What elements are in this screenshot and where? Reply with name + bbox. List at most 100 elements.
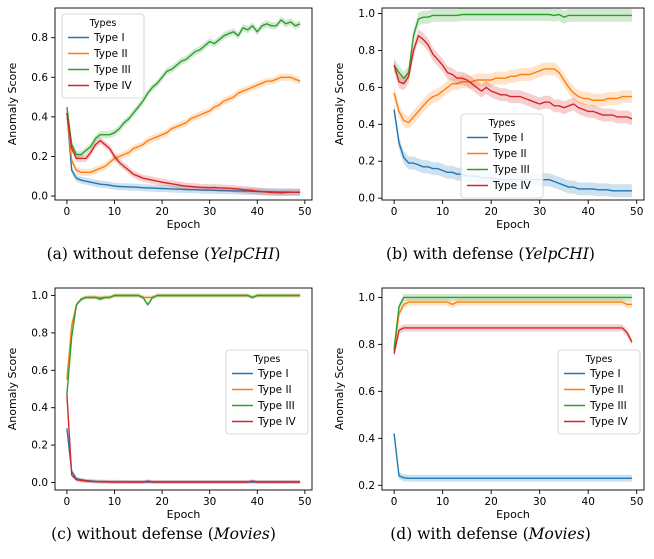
x-tick-label: 20 (155, 206, 168, 218)
y-tick-label: 0.8 (358, 45, 375, 57)
x-axis-label: Epoch (167, 218, 201, 231)
x-tick-label: 0 (391, 206, 398, 218)
series-band-type2 (394, 62, 632, 129)
series-band-type1 (66, 426, 301, 484)
y-tick-label: 1.0 (358, 8, 375, 20)
series-line-type4 (393, 35, 633, 120)
legend-item-label: Type I (589, 368, 621, 380)
chart-panel-c: 0 10 20 30 40 50 0.0 0.2 0.4 0.6 0.8 1.0 Epoch Anomal… (0, 280, 327, 559)
series-line-type2 (393, 301, 632, 352)
x-tick-label: 30 (203, 496, 216, 508)
y-tick-label: 0.0 (358, 193, 375, 205)
chart-b-svg: 0 10 20 30 40 50 0.0 0.2 0.4 0.6 0.8 1.0 Epoch Anomal… (333, 7, 645, 231)
x-tick-label: 10 (108, 496, 121, 508)
y-tick-label: 0.0 (31, 191, 48, 203)
caption-a: (a) without defense (YelpCHI) (0, 245, 327, 263)
legend-item-label: Type III (589, 400, 627, 412)
legend-item-label: Type IV (589, 416, 629, 428)
y-tick-label: 1.0 (358, 292, 375, 304)
legend-title: Types (89, 18, 117, 29)
y-tick-label: 0.4 (31, 402, 48, 414)
caption-c-dataset: Movies (213, 525, 270, 543)
caption-d: (d) with defense (Movies) (327, 525, 654, 543)
caption-b-dataset: YelpCHI (524, 245, 589, 263)
series-line-type3 (66, 294, 301, 395)
y-axis-label: Anomaly Score (333, 62, 346, 145)
chart-panel-d: 0 10 20 30 40 50 0.2 0.4 0.6 0.8 1.0 Epoch Anomaly S… (327, 280, 654, 559)
y-tick-label: 0.4 (358, 119, 375, 131)
caption-d-dataset: Movies (528, 525, 585, 543)
legend: Types Type I Type II Type III Type IV (61, 13, 145, 99)
y-tick-label: 0.6 (31, 72, 48, 84)
plot-frame (54, 7, 313, 201)
x-tick-label: 20 (484, 496, 497, 508)
series-band-type4 (394, 29, 632, 126)
x-tick-label: 0 (391, 496, 398, 508)
x-tick-label: 50 (298, 496, 311, 508)
legend-item-label: Type III (492, 164, 530, 176)
legend: Types Type I Type II Type III Type IV (225, 349, 309, 435)
y-tick-label: 1.0 (31, 290, 48, 302)
series-band-type3 (394, 293, 632, 353)
y-tick-label: 0.0 (31, 477, 48, 489)
x-tick-label: 30 (533, 496, 546, 508)
caption-d-prefix: (d) with defense ( (390, 525, 529, 543)
legend-item-label: Type II (589, 384, 624, 396)
x-tick-label: 50 (298, 206, 311, 218)
series-line-type3 (66, 19, 301, 156)
series-band-type1 (394, 430, 632, 482)
legend-box (225, 349, 309, 435)
legend: Types Type I Type II Type III Type IV (460, 113, 544, 199)
legend: Types Type I Type II Type III Type IV (557, 349, 641, 435)
series-band-type1 (394, 103, 632, 198)
series-line-type4 (66, 394, 301, 483)
legend-box (557, 349, 641, 435)
legend-item-label: Type II (492, 148, 527, 160)
y-tick-label: 0.8 (31, 32, 48, 44)
series-band-type4 (66, 109, 301, 197)
legend-item-label: Type IV (492, 180, 532, 192)
y-axis-label: Anomaly Score (6, 62, 19, 145)
legend-item-label: Type II (93, 48, 128, 60)
legend-item-label: Type I (257, 368, 289, 380)
legend-item-label: Type I (93, 32, 125, 44)
y-tick-label: 0.4 (31, 111, 48, 123)
caption-c-prefix: (c) without defense ( (51, 525, 214, 543)
plot-frame (381, 7, 645, 201)
x-tick-label: 10 (436, 496, 449, 508)
chart-c-svg: 0 10 20 30 40 50 0.0 0.2 0.4 0.6 0.8 1.0 Epoch Anomal… (6, 287, 313, 521)
caption-d-suffix: ) (584, 525, 591, 543)
x-tick-label: 40 (251, 206, 264, 218)
series-line-type1 (66, 428, 301, 483)
y-tick-label: 0.2 (358, 156, 375, 168)
x-tick-label: 50 (630, 206, 643, 218)
caption-a-prefix: (a) without defense ( (46, 245, 210, 263)
x-tick-label: 20 (155, 496, 168, 508)
x-tick-label: 30 (533, 206, 546, 218)
y-tick-label: 0.8 (31, 327, 48, 339)
legend-item-label: Type II (257, 384, 292, 396)
caption-a-dataset: YelpCHI (209, 245, 275, 263)
y-tick-label: 0.4 (358, 433, 375, 445)
series-line-type3 (393, 296, 632, 350)
series-line-type1 (393, 433, 632, 479)
chart-panel-a: 0 10 20 30 40 50 0.0 0.2 0.4 0.6 0.8 Epoch Anomaly S… (0, 0, 327, 279)
y-tick-label: 0.2 (31, 151, 48, 163)
series-line-type4 (393, 327, 633, 354)
x-tick-label: 40 (582, 206, 595, 218)
y-tick-label: 0.6 (358, 82, 375, 94)
y-tick-label: 0.2 (31, 440, 48, 452)
y-tick-label: 0.2 (358, 480, 375, 492)
legend-item-label: Type I (492, 132, 524, 144)
caption-b: (b) with defense (YelpCHI) (327, 245, 654, 263)
y-tick-label: 0.6 (358, 386, 375, 398)
x-tick-label: 20 (484, 206, 497, 218)
caption-b-prefix: (b) with defense ( (386, 245, 525, 263)
legend-title: Types (585, 354, 613, 365)
x-axis-label: Epoch (496, 508, 530, 521)
x-tick-label: 40 (251, 496, 264, 508)
chart-panel-b: 0 10 20 30 40 50 0.0 0.2 0.4 0.6 0.8 1.0 Epoch Anomal… (327, 0, 654, 279)
caption-a-suffix: ) (274, 245, 281, 263)
plot-frame (54, 287, 313, 491)
y-tick-label: 0.8 (358, 339, 375, 351)
